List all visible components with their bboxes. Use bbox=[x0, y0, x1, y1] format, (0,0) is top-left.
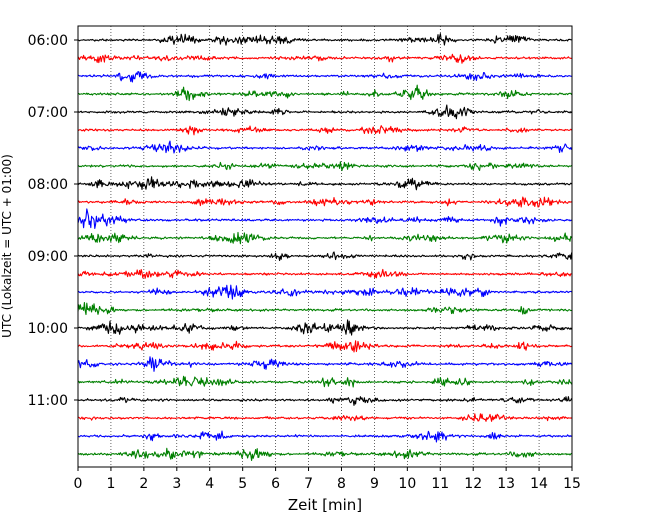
trace-11:15 bbox=[77, 413, 572, 422]
y-tick-label-09:00: 09:00 bbox=[28, 249, 68, 265]
y-tick-label-11:00: 11:00 bbox=[28, 393, 68, 409]
trace-10:45 bbox=[77, 375, 573, 388]
trace-07:45 bbox=[77, 161, 572, 172]
trace-11:30 bbox=[77, 430, 572, 443]
trace-10:00 bbox=[77, 319, 573, 336]
trace-09:15 bbox=[77, 268, 572, 279]
trace-09:30 bbox=[77, 284, 572, 300]
plot-frame bbox=[77, 25, 573, 468]
x-tick-label-2: 2 bbox=[139, 476, 148, 492]
x-tick-label-3: 3 bbox=[172, 476, 181, 492]
x-tick-label-15: 15 bbox=[563, 476, 581, 492]
x-tick-label-9: 9 bbox=[370, 476, 379, 492]
y-tick-label-10:00: 10:00 bbox=[28, 321, 68, 337]
trace-06:00 bbox=[78, 33, 572, 46]
trace-07:30 bbox=[77, 140, 573, 154]
trace-06:30 bbox=[77, 71, 572, 83]
x-tick-label-5: 5 bbox=[238, 476, 247, 492]
x-tick-label-11: 11 bbox=[431, 476, 449, 492]
x-tick-label-7: 7 bbox=[304, 476, 313, 492]
trace-07:15 bbox=[77, 125, 573, 136]
x-axis-ticks: 0 1 2 3 4 5 6 7 8 9 10 11 12 13 14 15 bbox=[74, 467, 581, 492]
x-tick-label-12: 12 bbox=[464, 476, 482, 492]
x-tick-label-6: 6 bbox=[271, 476, 280, 492]
trace-08:30 bbox=[77, 208, 572, 229]
x-tick-label-14: 14 bbox=[530, 476, 548, 492]
trace-06:15 bbox=[77, 53, 572, 64]
y-tick-label-07:00: 07:00 bbox=[28, 105, 68, 121]
y-axis-ticks: 06:00 07:00 08:00 09:00 10:00 11:00 bbox=[28, 33, 78, 409]
trace-09:00 bbox=[77, 251, 573, 262]
x-tick-label-10: 10 bbox=[398, 476, 416, 492]
y-axis-label: UTC (Lokalzeit = UTC + 01:00) bbox=[0, 154, 14, 338]
x-tick-label-13: 13 bbox=[497, 476, 515, 492]
trace-10:15 bbox=[77, 340, 572, 353]
x-tick-label-1: 1 bbox=[106, 476, 115, 492]
x-tick-label-8: 8 bbox=[337, 476, 346, 492]
trace-08:00 bbox=[77, 176, 572, 191]
x-tick-label-0: 0 bbox=[74, 476, 83, 492]
trace-08:45 bbox=[77, 231, 573, 245]
seismic-traces bbox=[77, 33, 573, 461]
trace-11:00 bbox=[77, 396, 573, 406]
x-tick-label-4: 4 bbox=[205, 476, 214, 492]
trace-06:45 bbox=[77, 84, 573, 102]
y-tick-label-06:00: 06:00 bbox=[28, 33, 68, 49]
y-tick-label-08:00: 08:00 bbox=[28, 177, 68, 193]
x-axis-label: Zeit [min] bbox=[288, 496, 362, 514]
trace-07:00 bbox=[77, 104, 573, 120]
trace-10:30 bbox=[77, 356, 573, 372]
trace-11:45 bbox=[77, 447, 572, 461]
trace-08:15 bbox=[77, 196, 572, 208]
trace-09:45 bbox=[77, 302, 572, 316]
